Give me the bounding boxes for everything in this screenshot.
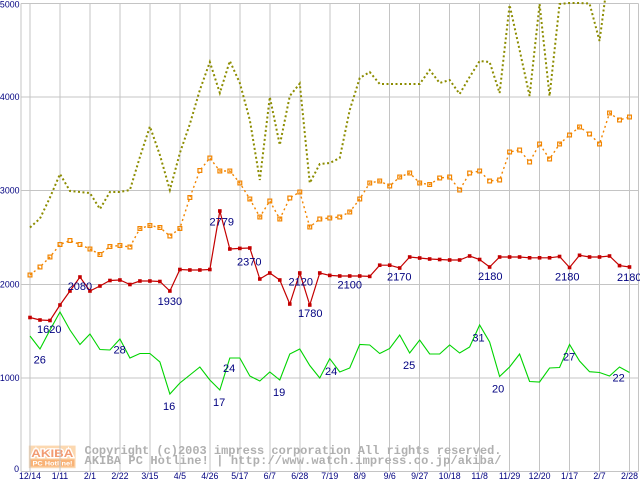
svg-text:12/14: 12/14: [19, 471, 41, 480]
svg-text:8/9: 8/9: [354, 471, 366, 480]
svg-text:10/18: 10/18: [439, 471, 461, 480]
svg-text:3000: 3000: [0, 186, 20, 196]
svg-text:1780: 1780: [298, 308, 322, 320]
svg-text:9/27: 9/27: [411, 471, 428, 480]
svg-text:AKIBA: AKIBA: [31, 448, 73, 460]
svg-text:22: 22: [613, 372, 625, 384]
svg-text:28: 28: [114, 345, 126, 357]
svg-text:5/17: 5/17: [231, 471, 248, 480]
svg-text:6/7: 6/7: [264, 471, 276, 480]
svg-text:11/29: 11/29: [499, 471, 520, 480]
svg-text:Copyright (c)2003 impress corp: Copyright (c)2003 impress corporation Al…: [85, 444, 502, 458]
svg-text:2180: 2180: [555, 272, 579, 284]
svg-text:1930: 1930: [158, 296, 182, 308]
svg-text:12/20: 12/20: [529, 471, 551, 480]
svg-text:1/17: 1/17: [561, 471, 578, 480]
svg-text:1000: 1000: [0, 373, 20, 383]
svg-text:2/1: 2/1: [84, 471, 96, 480]
svg-text:27: 27: [563, 351, 575, 363]
svg-text:2180: 2180: [617, 272, 640, 284]
svg-text:24: 24: [325, 366, 337, 378]
svg-text:20: 20: [492, 383, 504, 395]
svg-text:2170: 2170: [387, 272, 411, 284]
svg-text:2000: 2000: [0, 279, 20, 289]
svg-text:2779: 2779: [210, 217, 234, 229]
svg-text:1/11: 1/11: [52, 471, 69, 480]
svg-text:4/5: 4/5: [174, 471, 186, 480]
svg-text:AKIBA PC Hotline! | http://www: AKIBA PC Hotline! | http://www.watch.imp…: [85, 454, 502, 468]
svg-text:2370: 2370: [237, 256, 261, 268]
svg-text:2/7: 2/7: [593, 471, 605, 480]
svg-text:4000: 4000: [0, 92, 20, 102]
svg-text:6/28: 6/28: [291, 471, 308, 480]
svg-text:26: 26: [34, 354, 46, 366]
svg-text:9/6: 9/6: [384, 471, 396, 480]
svg-text:5000: 5000: [0, 0, 20, 9]
svg-text:2180: 2180: [478, 271, 502, 283]
svg-text:3/15: 3/15: [141, 471, 158, 480]
svg-text:0: 0: [14, 464, 19, 474]
svg-text:4/26: 4/26: [201, 471, 218, 480]
svg-text:1620: 1620: [37, 324, 61, 336]
svg-text:16: 16: [163, 401, 175, 413]
svg-text:2100: 2100: [338, 280, 362, 292]
svg-text:2/22: 2/22: [111, 471, 128, 480]
svg-text:PC Hotl!ne!: PC Hotl!ne!: [33, 462, 73, 468]
svg-text:AKIBA: AKIBA: [31, 448, 73, 460]
svg-text:31: 31: [472, 333, 484, 345]
svg-text:2120: 2120: [289, 277, 313, 289]
svg-text:11/8: 11/8: [471, 471, 488, 480]
svg-text:24: 24: [223, 363, 235, 375]
svg-text:19: 19: [273, 387, 285, 399]
svg-text:2080: 2080: [68, 281, 92, 293]
svg-text:7/19: 7/19: [321, 471, 338, 480]
svg-text:25: 25: [403, 360, 415, 372]
svg-text:17: 17: [213, 397, 225, 409]
svg-text:2/28: 2/28: [621, 471, 638, 480]
